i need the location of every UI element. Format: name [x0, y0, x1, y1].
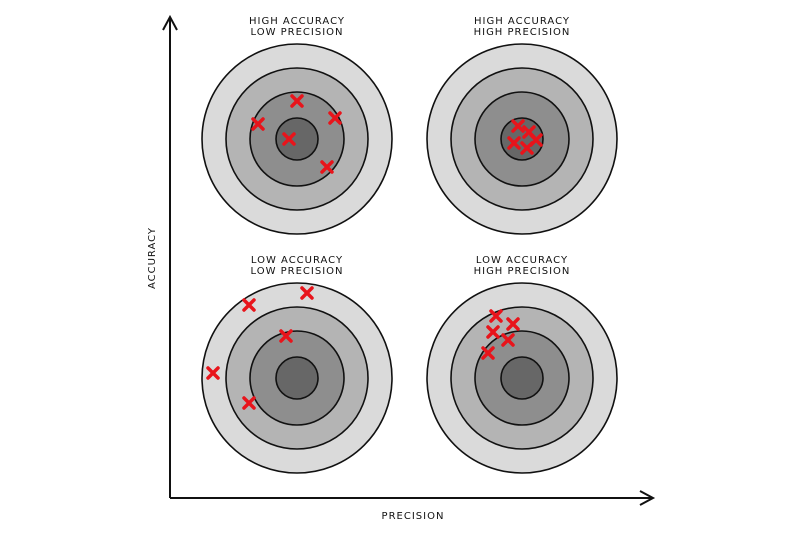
- y-axis: [162, 14, 178, 498]
- hit-mark: [520, 141, 534, 155]
- panel-title: LOW ACCURACY: [476, 255, 568, 266]
- hit-mark: [242, 298, 256, 312]
- x-axis-label: PRECISION: [382, 511, 445, 522]
- hit-mark: [300, 286, 314, 300]
- hit-mark: [279, 329, 293, 343]
- target-ring: [275, 117, 319, 161]
- hit-mark: [242, 396, 256, 410]
- panel-title: LOW PRECISION: [250, 27, 343, 38]
- panel-title: HIGH ACCURACY: [474, 16, 570, 27]
- panel-title: LOW PRECISION: [250, 266, 343, 277]
- hit-mark: [501, 333, 515, 347]
- panel-title: HIGH PRECISION: [474, 266, 571, 277]
- hit-mark: [282, 132, 296, 146]
- hit-mark: [251, 117, 265, 131]
- hit-mark: [206, 366, 220, 380]
- panel-title: HIGH PRECISION: [474, 27, 571, 38]
- target-ring: [275, 356, 319, 400]
- hit-mark: [328, 111, 342, 125]
- hit-mark: [511, 119, 525, 133]
- hit-mark: [320, 160, 334, 174]
- hit-mark: [481, 346, 495, 360]
- target-ring: [500, 356, 544, 400]
- hit-mark: [489, 309, 503, 323]
- panel-title: LOW ACCURACY: [251, 255, 343, 266]
- hit-mark: [506, 317, 520, 331]
- y-axis-label: ACCURACY: [147, 227, 158, 289]
- hit-mark: [486, 325, 500, 339]
- hit-mark: [290, 94, 304, 108]
- hit-mark: [507, 136, 521, 150]
- x-axis: [170, 490, 656, 506]
- panel-title: HIGH ACCURACY: [249, 16, 345, 27]
